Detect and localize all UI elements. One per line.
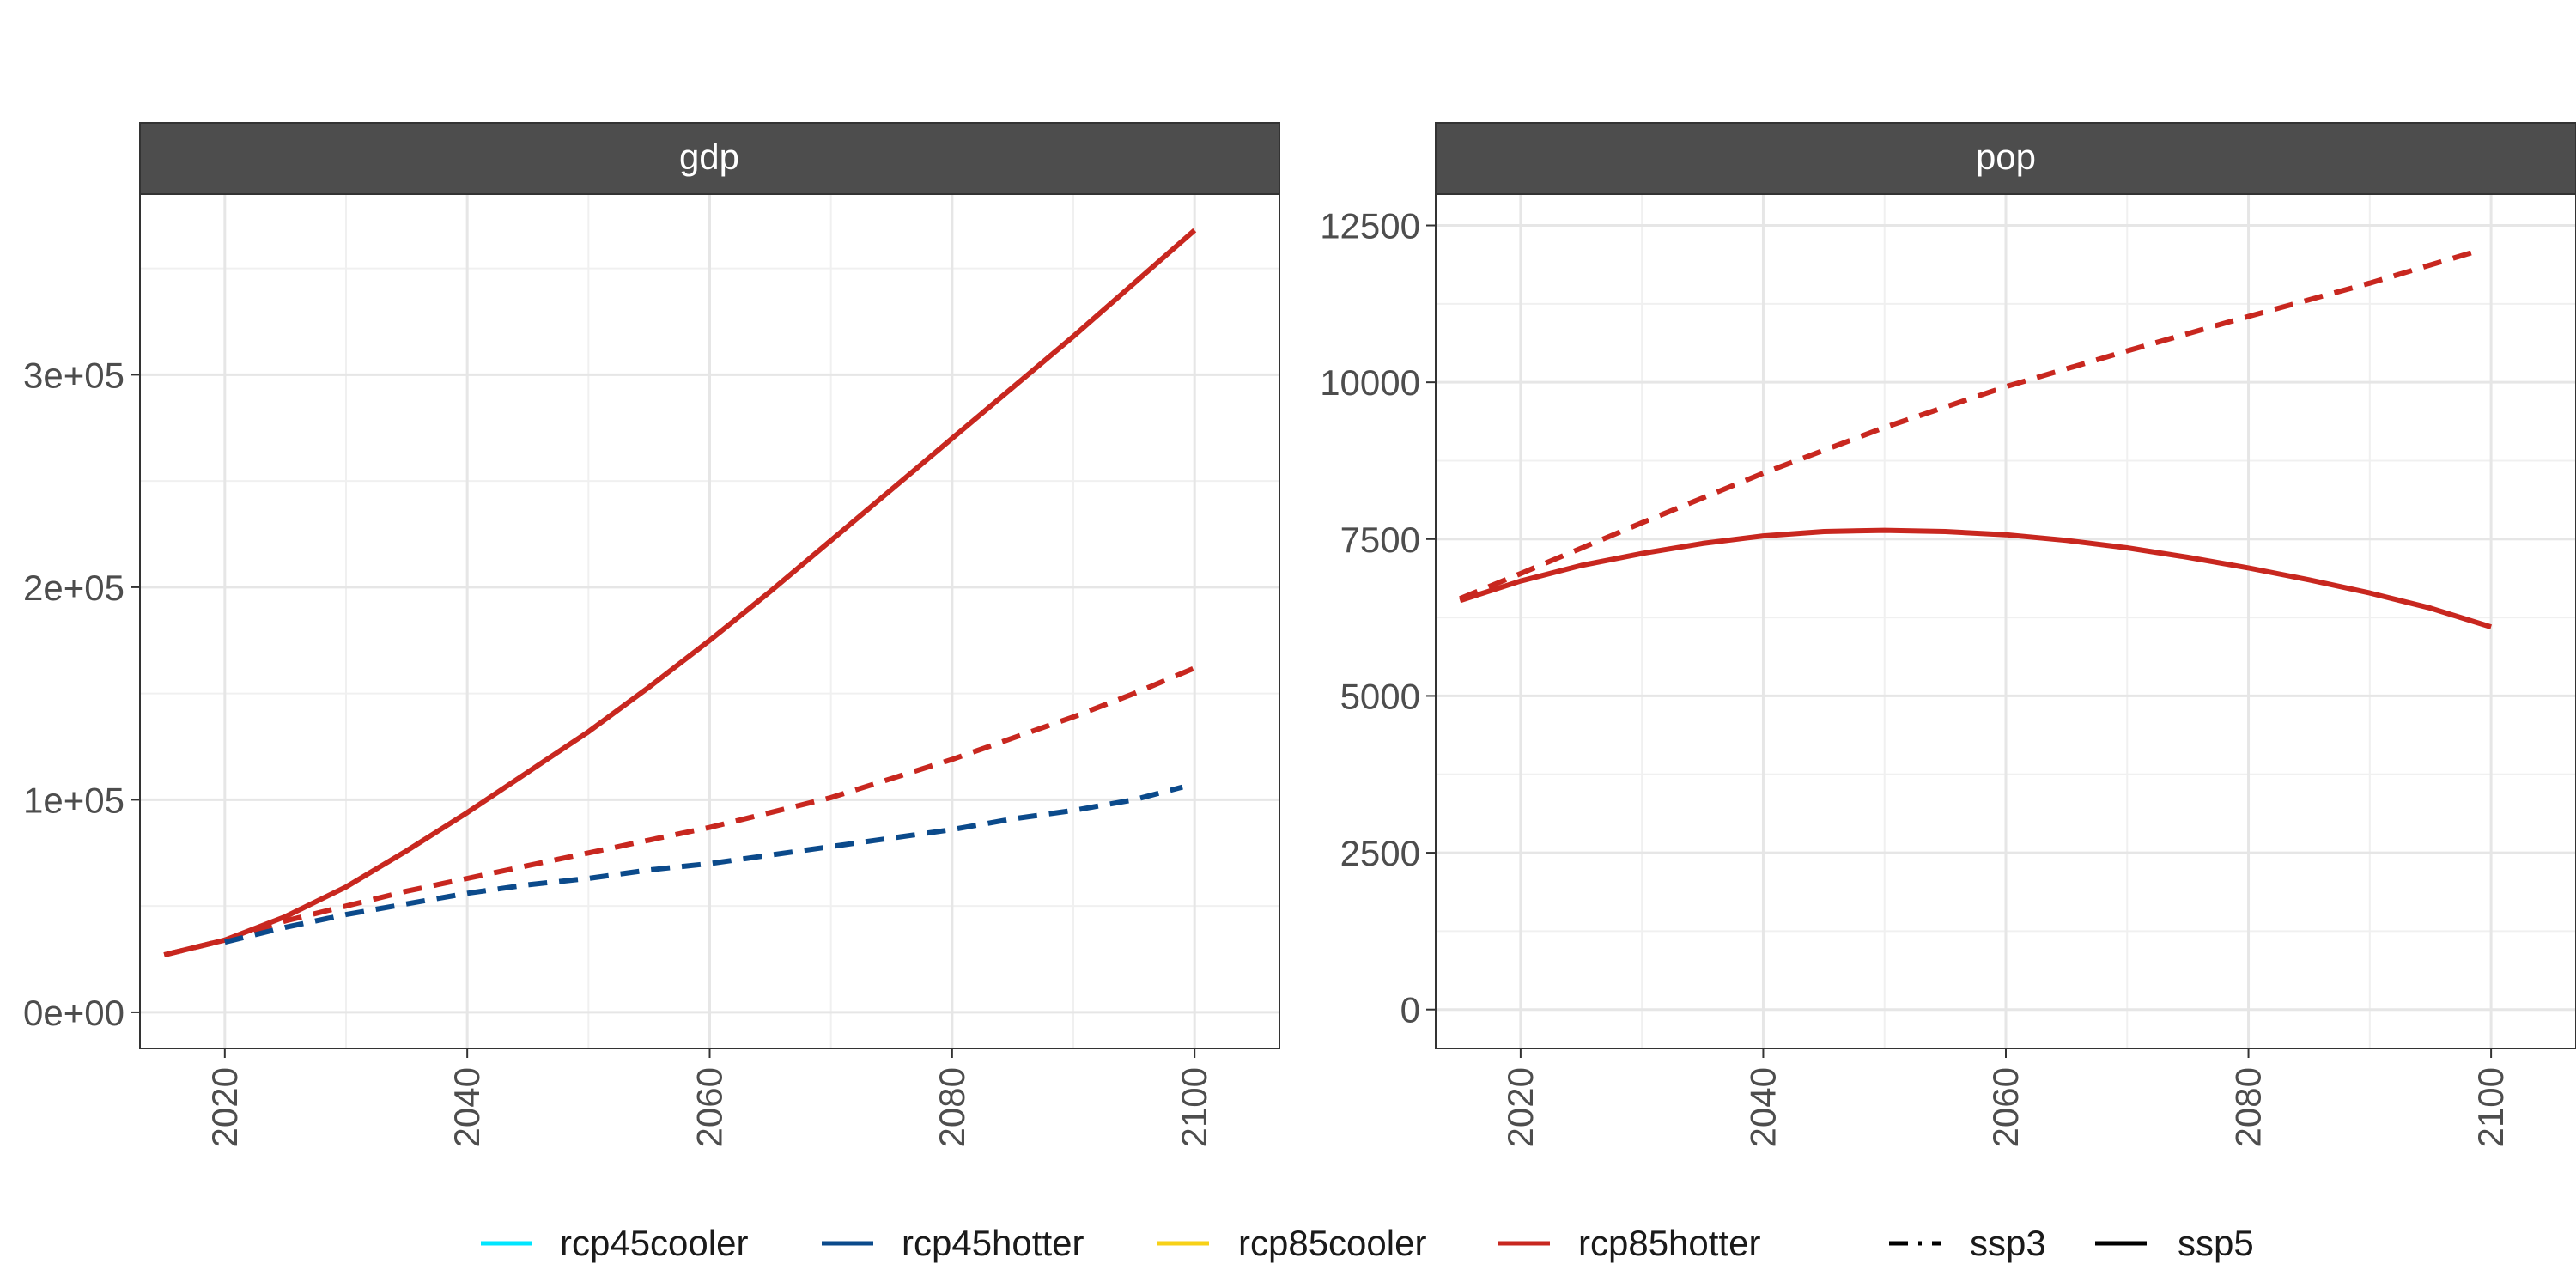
legend-label-rcp85cooler: rcp85cooler (1238, 1223, 1426, 1263)
y-tick-label: 10000 (1320, 362, 1420, 403)
panel-pop-series (1459, 247, 2492, 629)
panel-gdp: gdp 0e+00 1e+05 2e+05 3e+05 2020 2040 2060 208… (23, 122, 1280, 1147)
legend-label-ssp5: ssp5 (2178, 1223, 2254, 1263)
x-tick-label: 2080 (932, 1067, 972, 1147)
y-tick-label: 0e+00 (23, 993, 125, 1033)
panel-gdp-x-axis: 2020 2040 2060 2080 2100 (204, 1048, 1214, 1147)
x-tick-label: 2020 (1500, 1067, 1540, 1147)
legend-label-ssp3: ssp3 (1970, 1223, 2046, 1263)
panel-pop-strip (1435, 122, 2576, 195)
x-tick-label: 2100 (2470, 1067, 2511, 1147)
x-tick-label: 2040 (1742, 1067, 1783, 1147)
series-rcp85hotter-ssp3 (163, 665, 1196, 958)
x-tick-label: 2040 (447, 1067, 487, 1147)
y-tick-label: 1e+05 (23, 780, 125, 820)
panel-gdp-y-axis: 0e+00 1e+05 2e+05 3e+05 (23, 355, 140, 1033)
y-tick-label: 12500 (1320, 206, 1420, 246)
panel-gdp-strip (139, 122, 1280, 195)
x-tick-label: 2100 (1174, 1067, 1214, 1147)
x-tick-label: 2080 (2228, 1067, 2269, 1147)
y-tick-label: 0 (1400, 990, 1420, 1030)
x-tick-label: 2020 (204, 1067, 245, 1147)
y-tick-label: 7500 (1340, 519, 1420, 560)
x-tick-label: 2060 (690, 1067, 730, 1147)
panel-pop-x-axis: 2020 2040 2060 2080 2100 (1500, 1048, 2511, 1147)
legend-label-rcp45hotter: rcp45hotter (902, 1223, 1084, 1263)
panel-gdp-strip-label: gdp (679, 137, 739, 177)
y-tick-label: 5000 (1340, 676, 1420, 716)
panel-pop-y-axis: 0 2500 5000 7500 10000 12500 (1320, 206, 1436, 1030)
series-rcp85hotter-ssp5 (1459, 527, 2492, 629)
series-rcp85hotter-ssp3 (1459, 247, 2480, 601)
x-tick-label: 2060 (1985, 1067, 2026, 1147)
panel-pop-grid (1436, 194, 2576, 1048)
legend-label-rcp45cooler: rcp45cooler (560, 1223, 748, 1263)
panel-gdp-series (163, 228, 1197, 958)
y-tick-label: 2500 (1340, 833, 1420, 873)
y-tick-label: 3e+05 (23, 355, 125, 395)
panel-pop: pop 0 2500 5000 7500 10000 12500 2020 2040 2060… (1320, 122, 2576, 1147)
series-rcp45hotter-ssp3 (224, 784, 1183, 945)
legend-label-rcp85hotter: rcp85hotter (1578, 1223, 1760, 1263)
panel-gdp-grid (140, 194, 1279, 1048)
series-rcp85hotter-ssp5 (163, 228, 1197, 958)
legend: rcp45cooler rcp45hotter rcp85cooler rcp8… (481, 1223, 2254, 1263)
y-tick-label: 2e+05 (23, 568, 125, 608)
panel-pop-strip-label: pop (1976, 137, 2036, 177)
